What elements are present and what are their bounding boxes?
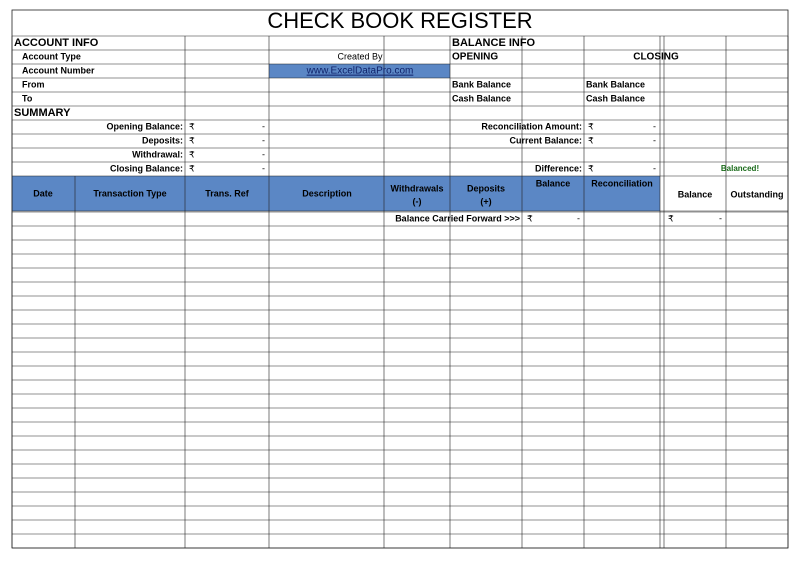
amount: - [653, 135, 656, 145]
amount: - [262, 121, 265, 131]
summary-label: Current Balance: [509, 135, 582, 145]
amount: - [262, 149, 265, 159]
column-header: Balance [678, 189, 713, 199]
column-header: Reconciliation [591, 178, 653, 188]
amount: - [577, 213, 580, 223]
carry-forward-label: Balance Carried Forward >>> [395, 213, 520, 223]
summary-label: Closing Balance: [110, 163, 183, 173]
closing-row-label: Bank Balance [586, 79, 645, 89]
amount: - [653, 121, 656, 131]
section-heading: ACCOUNT INFO [14, 37, 99, 49]
amount: - [262, 135, 265, 145]
section-heading: SUMMARY [14, 107, 71, 119]
closing-row-label: Cash Balance [586, 93, 645, 103]
currency: ₹ [588, 163, 594, 173]
currency: ₹ [189, 135, 195, 145]
opening-row-label: Bank Balance [452, 79, 511, 89]
opening-row-label: Cash Balance [452, 93, 511, 103]
section-heading: BALANCE INFO [452, 37, 536, 49]
field-label: To [22, 93, 33, 103]
summary-label: Reconciliation Amount: [481, 121, 582, 131]
summary-label: Difference: [535, 163, 582, 173]
currency: ₹ [668, 213, 674, 223]
created-by-label: Created By [337, 51, 383, 61]
amount: - [653, 163, 656, 173]
column-header: Withdrawals [391, 183, 444, 193]
column-header: Outstanding [731, 189, 784, 199]
amount: - [262, 163, 265, 173]
field-label: From [22, 79, 45, 89]
column-header: Trans. Ref [205, 188, 250, 198]
closing-heading: CLOSING [633, 52, 679, 63]
header-fill [12, 176, 660, 211]
summary-label: Deposits: [142, 135, 183, 145]
website-link: www.ExcelDataPro.com [306, 66, 414, 77]
currency: ₹ [189, 121, 195, 131]
column-header: (-) [413, 196, 422, 206]
column-header: Description [302, 188, 352, 198]
currency: ₹ [527, 213, 533, 223]
summary-label: Withdrawal: [132, 149, 183, 159]
amount: - [719, 213, 722, 223]
status: Balanced! [721, 164, 759, 173]
column-header: Date [33, 188, 53, 198]
field-label: Account Type [22, 51, 81, 61]
currency: ₹ [189, 163, 195, 173]
column-header: (+) [480, 196, 491, 206]
currency: ₹ [189, 149, 195, 159]
currency: ₹ [588, 135, 594, 145]
currency: ₹ [588, 121, 594, 131]
opening-heading: OPENING [452, 52, 498, 63]
column-header: Balance [536, 178, 571, 188]
link-fill [269, 64, 450, 78]
summary-label: Opening Balance: [106, 121, 183, 131]
field-label: Account Number [22, 65, 95, 75]
column-header: Deposits [467, 183, 505, 193]
border [11, 9, 789, 549]
column-header: Transaction Type [93, 188, 166, 198]
title: CHECK BOOK REGISTER [267, 8, 532, 33]
